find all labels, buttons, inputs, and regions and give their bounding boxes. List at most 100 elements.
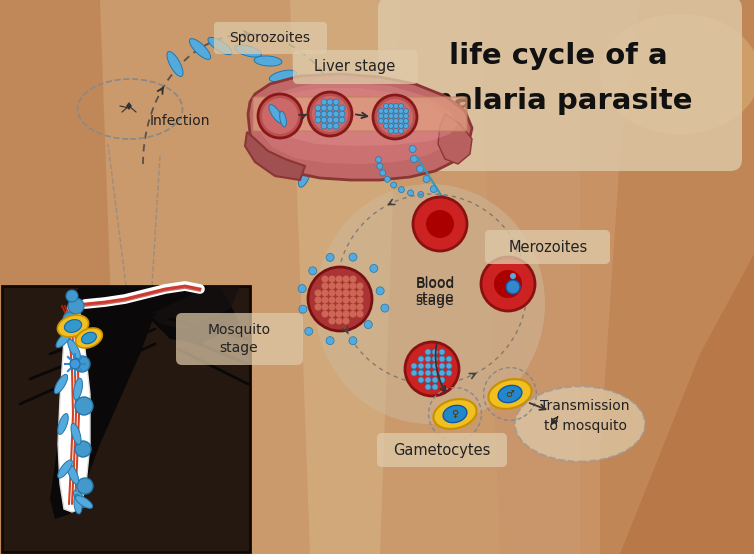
Circle shape bbox=[403, 114, 409, 119]
Circle shape bbox=[299, 305, 307, 313]
Polygon shape bbox=[498, 386, 522, 403]
FancyBboxPatch shape bbox=[485, 230, 610, 264]
Circle shape bbox=[425, 363, 431, 369]
Circle shape bbox=[425, 370, 431, 376]
Polygon shape bbox=[68, 339, 81, 359]
Polygon shape bbox=[74, 494, 82, 514]
Ellipse shape bbox=[600, 14, 754, 134]
Circle shape bbox=[321, 123, 327, 129]
Circle shape bbox=[74, 356, 90, 372]
Circle shape bbox=[336, 310, 342, 317]
Circle shape bbox=[68, 298, 84, 314]
Circle shape bbox=[357, 290, 363, 296]
Circle shape bbox=[336, 283, 342, 290]
Circle shape bbox=[384, 109, 388, 114]
Polygon shape bbox=[58, 304, 90, 512]
Polygon shape bbox=[167, 52, 183, 76]
Polygon shape bbox=[295, 123, 315, 145]
Circle shape bbox=[418, 192, 424, 197]
Circle shape bbox=[439, 377, 445, 383]
Circle shape bbox=[399, 104, 403, 109]
Circle shape bbox=[258, 94, 302, 138]
Circle shape bbox=[399, 124, 403, 129]
Circle shape bbox=[425, 356, 431, 362]
Text: life cycle of a: life cycle of a bbox=[449, 42, 667, 70]
Circle shape bbox=[403, 124, 409, 129]
Circle shape bbox=[388, 129, 394, 134]
Circle shape bbox=[349, 337, 357, 345]
Circle shape bbox=[66, 290, 78, 302]
Polygon shape bbox=[58, 414, 69, 434]
Polygon shape bbox=[81, 332, 97, 343]
Circle shape bbox=[399, 109, 403, 114]
Circle shape bbox=[70, 359, 80, 369]
Circle shape bbox=[350, 283, 357, 290]
Polygon shape bbox=[73, 490, 87, 507]
Circle shape bbox=[418, 377, 424, 383]
Circle shape bbox=[426, 210, 454, 238]
Polygon shape bbox=[208, 37, 232, 55]
Text: Blood: Blood bbox=[415, 277, 455, 291]
Circle shape bbox=[446, 363, 452, 369]
Polygon shape bbox=[75, 496, 93, 509]
Circle shape bbox=[321, 283, 329, 290]
Polygon shape bbox=[269, 105, 283, 124]
Circle shape bbox=[405, 342, 459, 396]
Circle shape bbox=[394, 119, 399, 124]
Circle shape bbox=[494, 270, 522, 298]
Circle shape bbox=[350, 296, 357, 304]
Circle shape bbox=[377, 163, 383, 170]
Circle shape bbox=[342, 296, 350, 304]
Circle shape bbox=[384, 124, 388, 129]
Circle shape bbox=[298, 285, 306, 293]
Polygon shape bbox=[290, 105, 314, 123]
Circle shape bbox=[379, 119, 384, 124]
Text: stage: stage bbox=[415, 291, 455, 305]
Circle shape bbox=[329, 283, 336, 290]
Polygon shape bbox=[0, 0, 500, 554]
Circle shape bbox=[342, 275, 350, 283]
Circle shape bbox=[399, 119, 403, 124]
Polygon shape bbox=[75, 328, 103, 348]
Circle shape bbox=[373, 95, 417, 139]
Polygon shape bbox=[64, 320, 81, 332]
Circle shape bbox=[333, 111, 339, 117]
Circle shape bbox=[321, 304, 329, 310]
Circle shape bbox=[314, 296, 321, 304]
Text: Liver stage: Liver stage bbox=[314, 59, 396, 74]
Circle shape bbox=[75, 397, 93, 415]
Circle shape bbox=[384, 104, 388, 109]
Circle shape bbox=[411, 370, 417, 376]
Circle shape bbox=[327, 111, 333, 117]
Polygon shape bbox=[245, 132, 305, 180]
Circle shape bbox=[432, 356, 438, 362]
Circle shape bbox=[357, 304, 363, 310]
Polygon shape bbox=[189, 39, 210, 59]
Circle shape bbox=[432, 377, 438, 383]
Polygon shape bbox=[234, 45, 262, 57]
Circle shape bbox=[411, 363, 417, 369]
Circle shape bbox=[425, 384, 431, 390]
Polygon shape bbox=[150, 286, 240, 329]
Circle shape bbox=[321, 290, 329, 296]
Text: Infection: Infection bbox=[150, 114, 210, 128]
Circle shape bbox=[315, 117, 321, 123]
Circle shape bbox=[510, 273, 516, 279]
Circle shape bbox=[394, 109, 399, 114]
Circle shape bbox=[333, 117, 339, 123]
Circle shape bbox=[432, 370, 438, 376]
Text: ♂: ♂ bbox=[506, 389, 514, 399]
Circle shape bbox=[403, 119, 409, 124]
Circle shape bbox=[342, 317, 350, 325]
Circle shape bbox=[350, 310, 357, 317]
Circle shape bbox=[350, 304, 357, 310]
Circle shape bbox=[339, 111, 345, 117]
Circle shape bbox=[342, 310, 350, 317]
Circle shape bbox=[418, 370, 424, 376]
Circle shape bbox=[380, 170, 386, 176]
FancyBboxPatch shape bbox=[253, 97, 467, 131]
Circle shape bbox=[379, 109, 384, 114]
Circle shape bbox=[385, 176, 391, 182]
Circle shape bbox=[63, 312, 77, 326]
Circle shape bbox=[399, 129, 403, 134]
